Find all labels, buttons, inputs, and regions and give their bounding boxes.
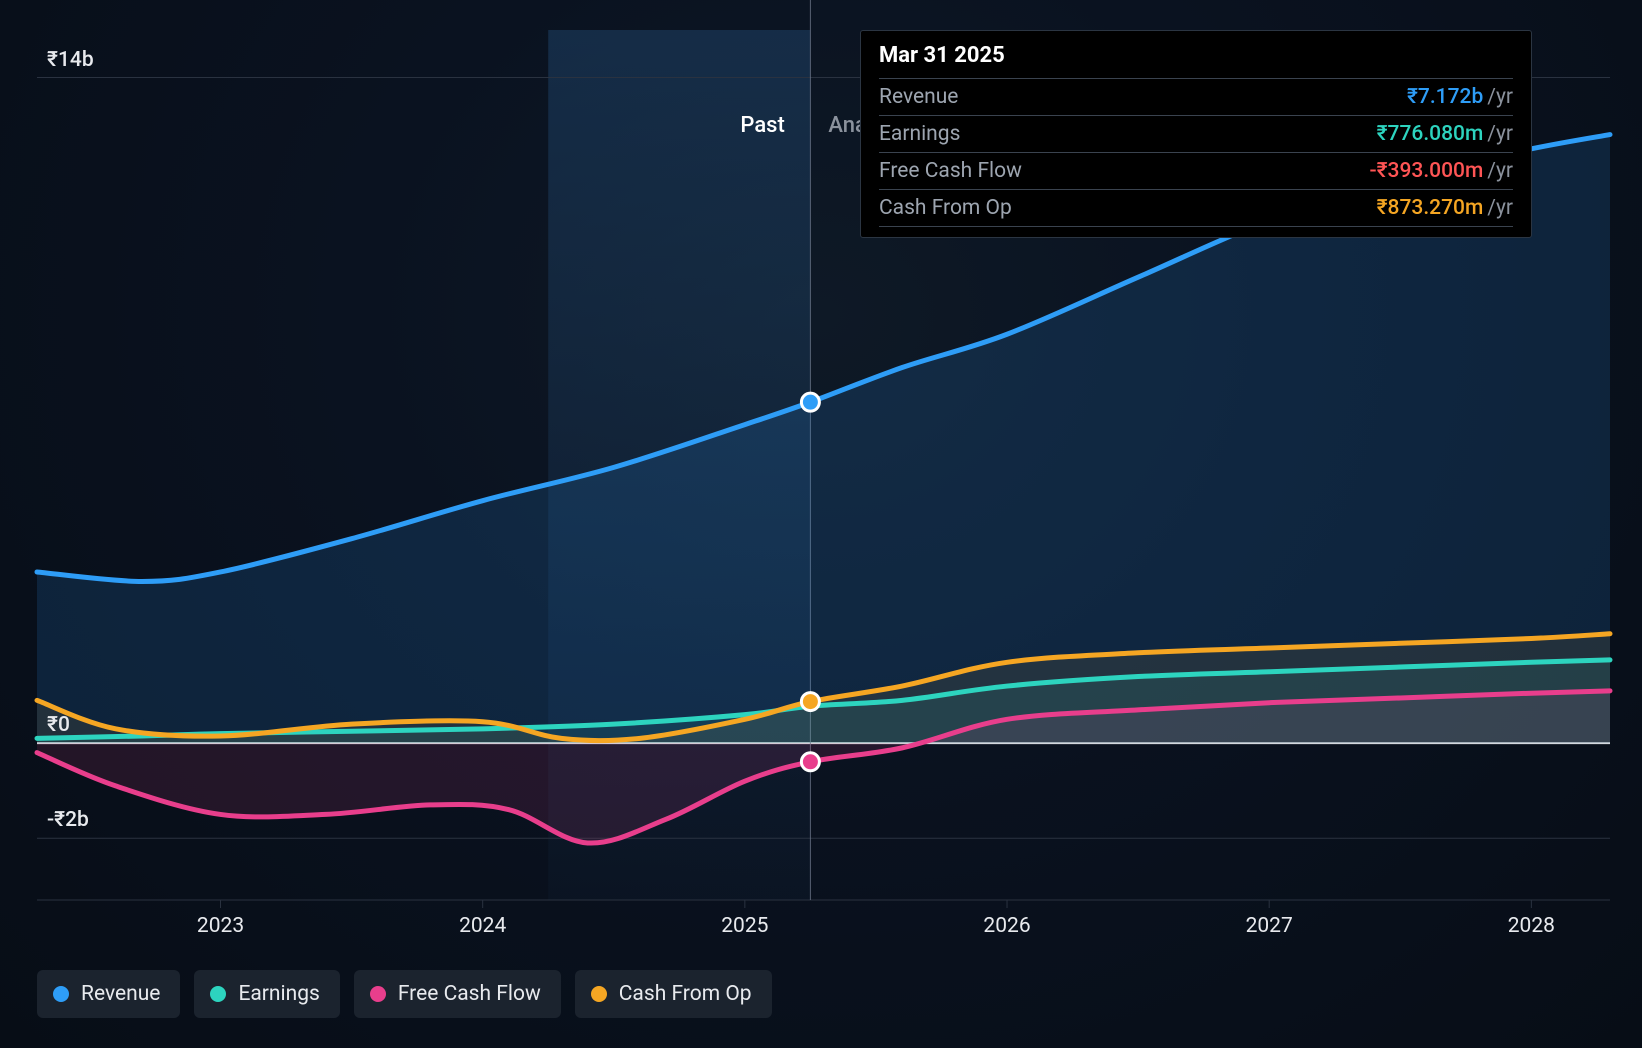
y-tick-label: ₹14b: [47, 48, 94, 72]
tooltip-row-value: ₹7.172b: [1407, 85, 1483, 109]
tooltip-row-unit: /yr: [1487, 122, 1513, 146]
tooltip-row-unit: /yr: [1487, 85, 1513, 109]
tooltip-date: Mar 31 2025: [879, 43, 1513, 78]
data-tooltip: Mar 31 2025 Revenue ₹7.172b/yr Earnings ₹77…: [860, 30, 1532, 238]
hover-marker-free_cash_flow: [801, 753, 819, 771]
legend-item-label: Cash From Op: [619, 982, 752, 1006]
tooltip-row: Free Cash Flow -₹393.000m/yr: [879, 152, 1513, 189]
tooltip-row: Earnings ₹776.080m/yr: [879, 115, 1513, 152]
legend-item-cash_from_op[interactable]: Cash From Op: [575, 970, 772, 1018]
tooltip-row-label: Revenue: [879, 85, 958, 109]
chart-legend: Revenue Earnings Free Cash Flow Cash From O…: [37, 970, 772, 1018]
hover-marker-cash_from_op: [801, 693, 819, 711]
legend-dot-icon: [53, 986, 69, 1002]
financial-forecast-chart: ₹14b ₹0 -₹2b 2023 2024 2025 2026 2027 2028 Past…: [0, 0, 1642, 1048]
past-label: Past: [740, 113, 784, 138]
legend-item-free_cash_flow[interactable]: Free Cash Flow: [354, 970, 561, 1018]
legend-dot-icon: [370, 986, 386, 1002]
tooltip-row-unit: /yr: [1487, 159, 1513, 183]
tooltip-row-unit: /yr: [1487, 196, 1513, 220]
y-tick-label: ₹0: [47, 713, 70, 737]
x-tick-label: 2025: [721, 914, 768, 938]
hover-marker-revenue: [801, 393, 819, 411]
tooltip-row: Revenue ₹7.172b/yr: [879, 78, 1513, 115]
legend-item-revenue[interactable]: Revenue: [37, 970, 180, 1018]
x-tick-label: 2027: [1246, 914, 1293, 938]
legend-dot-icon: [210, 986, 226, 1002]
legend-item-label: Free Cash Flow: [398, 982, 541, 1006]
tooltip-row-value: ₹873.270m: [1377, 196, 1484, 220]
x-tick-label: 2024: [459, 914, 506, 938]
x-tick-label: 2026: [983, 914, 1030, 938]
legend-dot-icon: [591, 986, 607, 1002]
legend-item-label: Revenue: [81, 982, 160, 1006]
y-tick-label: -₹2b: [47, 808, 89, 832]
tooltip-row-value: ₹776.080m: [1377, 122, 1484, 146]
legend-item-earnings[interactable]: Earnings: [194, 970, 339, 1018]
tooltip-row-value: -₹393.000m: [1369, 159, 1483, 183]
x-tick-label: 2028: [1508, 914, 1555, 938]
tooltip-row-label: Free Cash Flow: [879, 159, 1022, 183]
legend-item-label: Earnings: [238, 982, 319, 1006]
tooltip-row-label: Cash From Op: [879, 196, 1012, 220]
tooltip-row: Cash From Op ₹873.270m/yr: [879, 189, 1513, 227]
x-tick-label: 2023: [197, 914, 244, 938]
tooltip-row-label: Earnings: [879, 122, 960, 146]
